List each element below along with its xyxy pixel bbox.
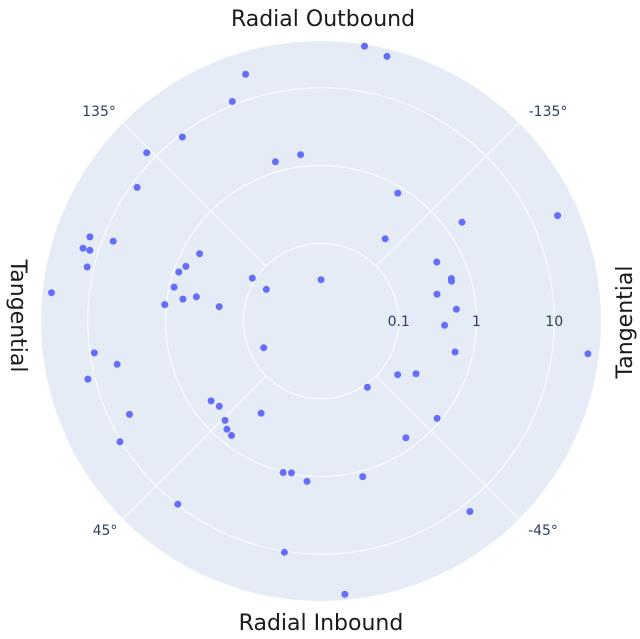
angular-tick-label-1: 135° <box>82 104 116 120</box>
data-point-48 <box>133 183 141 191</box>
data-point-49 <box>109 237 117 245</box>
data-point-34 <box>215 303 223 311</box>
grid-circle-2 <box>165 165 477 477</box>
edge-label-top: Radial Outbound <box>231 7 415 32</box>
data-point-51 <box>126 410 133 418</box>
edge-label-right: Tangential <box>613 266 638 380</box>
data-point-12 <box>452 305 460 313</box>
data-point-4 <box>466 508 474 515</box>
data-point-58 <box>84 375 92 383</box>
data-point-40 <box>192 293 200 301</box>
data-point-39 <box>207 397 215 405</box>
data-point-21 <box>394 371 402 379</box>
data-point-44 <box>175 268 183 276</box>
data-point-43 <box>182 262 190 270</box>
data-point-52 <box>116 438 124 446</box>
data-point-31 <box>260 344 268 352</box>
data-point-17 <box>441 321 449 329</box>
edge-label-bottom: Radial Inbound <box>239 611 404 636</box>
angular-tick-label-2: -135° <box>529 104 568 120</box>
radial-tick-label-3: 10 <box>545 314 563 330</box>
data-point-9 <box>433 258 441 266</box>
data-point-35 <box>221 416 229 424</box>
grid-spoke-1 <box>375 375 520 520</box>
data-point-29 <box>279 469 287 476</box>
data-point-28 <box>288 469 295 477</box>
data-point-8 <box>383 52 391 60</box>
grid <box>87 87 555 555</box>
data-point-54 <box>83 263 91 271</box>
radial-tick-label-1: 0.1 <box>388 314 410 330</box>
data-point-18 <box>394 189 402 197</box>
data-point-5 <box>341 590 349 598</box>
data-point-37 <box>228 432 235 439</box>
data-point-36 <box>223 425 231 433</box>
data-point-6 <box>280 548 288 556</box>
data-point-46 <box>170 283 178 291</box>
data-points <box>48 42 592 598</box>
data-point-1 <box>554 212 562 220</box>
data-point-42 <box>196 250 204 258</box>
data-point-2 <box>584 350 592 358</box>
data-point-56 <box>79 244 87 252</box>
data-point-59 <box>48 289 55 297</box>
data-point-15 <box>402 434 410 442</box>
data-point-30 <box>262 285 270 293</box>
data-point-63 <box>242 70 250 78</box>
data-point-26 <box>271 158 279 166</box>
data-point-11 <box>447 275 455 283</box>
edge-label-left: Tangential <box>5 259 30 373</box>
data-point-33 <box>248 274 256 282</box>
data-point-24 <box>317 276 325 284</box>
grid-circle-3 <box>87 87 555 555</box>
data-point-25 <box>297 151 305 159</box>
data-point-27 <box>303 477 311 485</box>
data-point-22 <box>363 383 371 391</box>
data-point-20 <box>412 370 420 378</box>
grid-spoke-4 <box>122 122 267 267</box>
data-point-19 <box>381 235 389 243</box>
data-point-57 <box>86 233 94 241</box>
data-point-3 <box>458 218 466 226</box>
data-point-41 <box>179 295 187 303</box>
grid-spoke-2 <box>375 122 520 267</box>
data-point-45 <box>161 301 169 309</box>
tick-labels: 0.1 1 10 135° -135° 45° -45° <box>82 104 567 539</box>
angular-tick-label-4: -45° <box>528 523 558 539</box>
grid-circle-1 <box>242 242 400 400</box>
angular-tick-label-3: 45° <box>93 523 118 539</box>
data-point-23 <box>359 473 367 481</box>
data-point-60 <box>143 149 151 157</box>
radial-tick-label-2: 1 <box>472 314 481 330</box>
data-point-62 <box>228 98 236 105</box>
data-point-61 <box>178 133 186 141</box>
data-point-53 <box>90 349 98 357</box>
grid-spoke-3 <box>122 375 267 520</box>
data-point-14 <box>433 414 441 422</box>
data-point-7 <box>361 42 368 50</box>
data-point-32 <box>257 409 265 417</box>
data-point-50 <box>113 360 121 368</box>
data-point-16 <box>433 290 441 298</box>
data-point-55 <box>86 246 94 254</box>
data-point-47 <box>174 500 182 508</box>
data-point-38 <box>215 402 223 410</box>
data-point-13 <box>451 348 459 356</box>
